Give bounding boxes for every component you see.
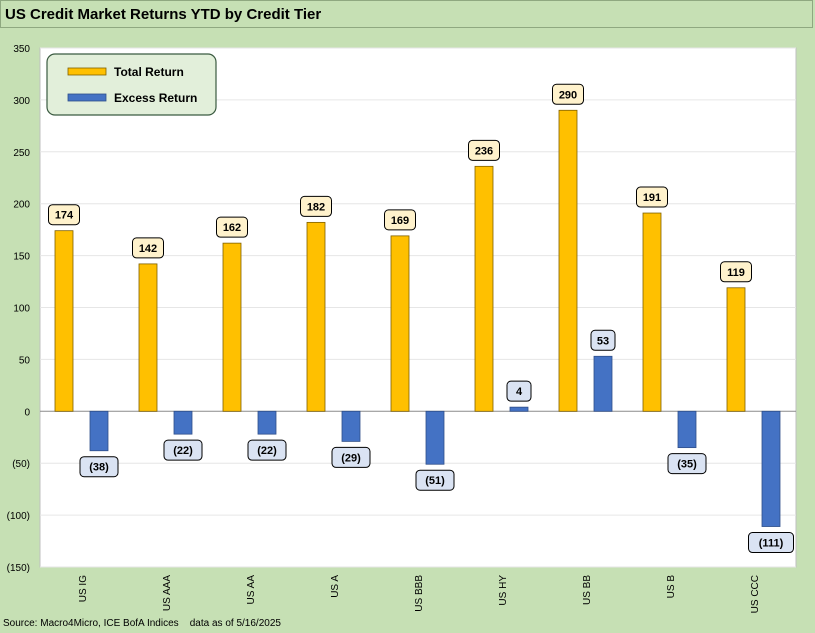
x-tick-label: US AAA xyxy=(162,575,173,611)
data-label-excess-return: (22) xyxy=(257,445,277,457)
y-tick-label: 100 xyxy=(13,304,30,315)
data-label-total-return: 290 xyxy=(559,89,577,101)
y-tick-label: 250 xyxy=(13,148,30,159)
bar-total-return xyxy=(306,221,326,412)
chart-area: 350 300 250 200 150 100 50 0 (50) (100) (150) 174 (3… xyxy=(0,28,815,615)
title-bar: US Credit Market Returns YTD by Credit T… xyxy=(0,0,813,28)
y-tick-label: 50 xyxy=(19,355,31,366)
data-label-excess-return: (51) xyxy=(425,475,445,487)
data-label-excess-return: (29) xyxy=(341,452,361,464)
y-tick-label: 200 xyxy=(13,200,30,211)
chart-svg: 350 300 250 200 150 100 50 0 (50) (100) (150) 174 (3… xyxy=(7,44,797,613)
data-label-excess-return-box xyxy=(506,380,532,402)
bar-total-return xyxy=(726,287,746,412)
y-tick-label: 150 xyxy=(13,252,30,263)
chart-title: US Credit Market Returns YTD by Credit T… xyxy=(5,6,322,23)
data-label-excess-return-box xyxy=(163,439,203,461)
legend-label-total-return: Total Return xyxy=(114,65,184,79)
data-label-total-return-box xyxy=(384,209,416,231)
bar-excess-return xyxy=(341,410,361,442)
bar-total-return xyxy=(390,235,410,412)
data-label-excess-return: (35) xyxy=(677,459,697,471)
y-tick-label: 350 xyxy=(13,44,30,55)
data-label-total-return-box xyxy=(216,216,248,238)
bar-total-return xyxy=(138,263,158,412)
bar-excess-return xyxy=(677,410,697,449)
x-tick-label: US HY xyxy=(498,575,509,606)
source-note: Source: Macro4Micro, ICE BofA Indices da… xyxy=(3,618,281,629)
data-label-excess-return-box xyxy=(748,532,794,554)
bar-excess-return xyxy=(173,410,193,435)
x-tick-label: US IG xyxy=(78,575,89,602)
legend-box xyxy=(46,53,217,116)
data-label-total-return: 174 xyxy=(55,210,74,222)
x-tick-label: US AA xyxy=(246,575,257,605)
bar-total-return xyxy=(474,165,494,412)
data-label-total-return-box xyxy=(300,195,332,217)
x-tick-label: US BB xyxy=(582,575,593,605)
data-label-total-return: 119 xyxy=(727,267,745,279)
bar-excess-return xyxy=(761,410,781,527)
data-label-excess-return-box xyxy=(590,329,616,351)
bar-excess-return xyxy=(425,410,445,465)
y-tick-label: 300 xyxy=(13,96,30,107)
bar-total-return xyxy=(222,242,242,412)
x-tick-label: US BBB xyxy=(414,575,425,612)
data-label-excess-return: (22) xyxy=(173,445,193,457)
y-tick-label: (150) xyxy=(7,563,30,574)
y-tick-label: (100) xyxy=(7,511,30,522)
data-label-total-return-box xyxy=(132,237,164,259)
data-label-excess-return-box xyxy=(667,453,707,475)
bar-excess-return xyxy=(509,406,529,412)
data-label-excess-return: (111) xyxy=(759,538,784,550)
data-label-excess-return-box xyxy=(79,456,119,478)
y-tick-label: 0 xyxy=(24,407,30,418)
bar-total-return xyxy=(642,212,662,412)
data-label-excess-return: (38) xyxy=(89,462,109,474)
legend-label-excess-return: Excess Return xyxy=(114,91,197,105)
data-label-excess-return-box xyxy=(415,469,455,491)
bar-excess-return xyxy=(593,355,613,412)
data-label-total-return: 182 xyxy=(307,201,325,213)
data-label-total-return: 191 xyxy=(643,192,661,204)
data-label-total-return-box xyxy=(552,83,584,105)
data-label-excess-return-box xyxy=(247,439,287,461)
source-text: Source: Macro4Micro, ICE BofA Indices xyxy=(3,618,179,629)
legend-swatch-total-return xyxy=(67,67,107,76)
data-label-excess-return: 4 xyxy=(516,386,523,398)
x-tick-label: US CCC xyxy=(750,575,761,613)
bar-total-return xyxy=(54,230,74,412)
data-label-total-return: 236 xyxy=(475,145,493,157)
legend-swatch-excess-return xyxy=(67,93,107,102)
bar-excess-return xyxy=(89,410,109,452)
data-label-total-return-box xyxy=(48,204,80,226)
data-label-total-return: 169 xyxy=(391,215,409,227)
data-label-excess-return: 53 xyxy=(597,335,609,347)
x-tick-label: US A xyxy=(330,575,341,598)
y-tick-label: (50) xyxy=(12,459,30,470)
data-as-of: data as of 5/16/2025 xyxy=(189,618,281,629)
data-label-total-return-box xyxy=(720,261,752,283)
data-label-total-return-box xyxy=(468,139,500,161)
bar-total-return xyxy=(558,109,578,412)
x-tick-label: US B xyxy=(666,575,677,599)
data-label-excess-return-box xyxy=(331,446,371,468)
bar-excess-return xyxy=(257,410,277,435)
data-label-total-return-box xyxy=(636,186,668,208)
data-label-total-return: 162 xyxy=(223,222,241,234)
data-label-total-return: 142 xyxy=(139,243,157,255)
